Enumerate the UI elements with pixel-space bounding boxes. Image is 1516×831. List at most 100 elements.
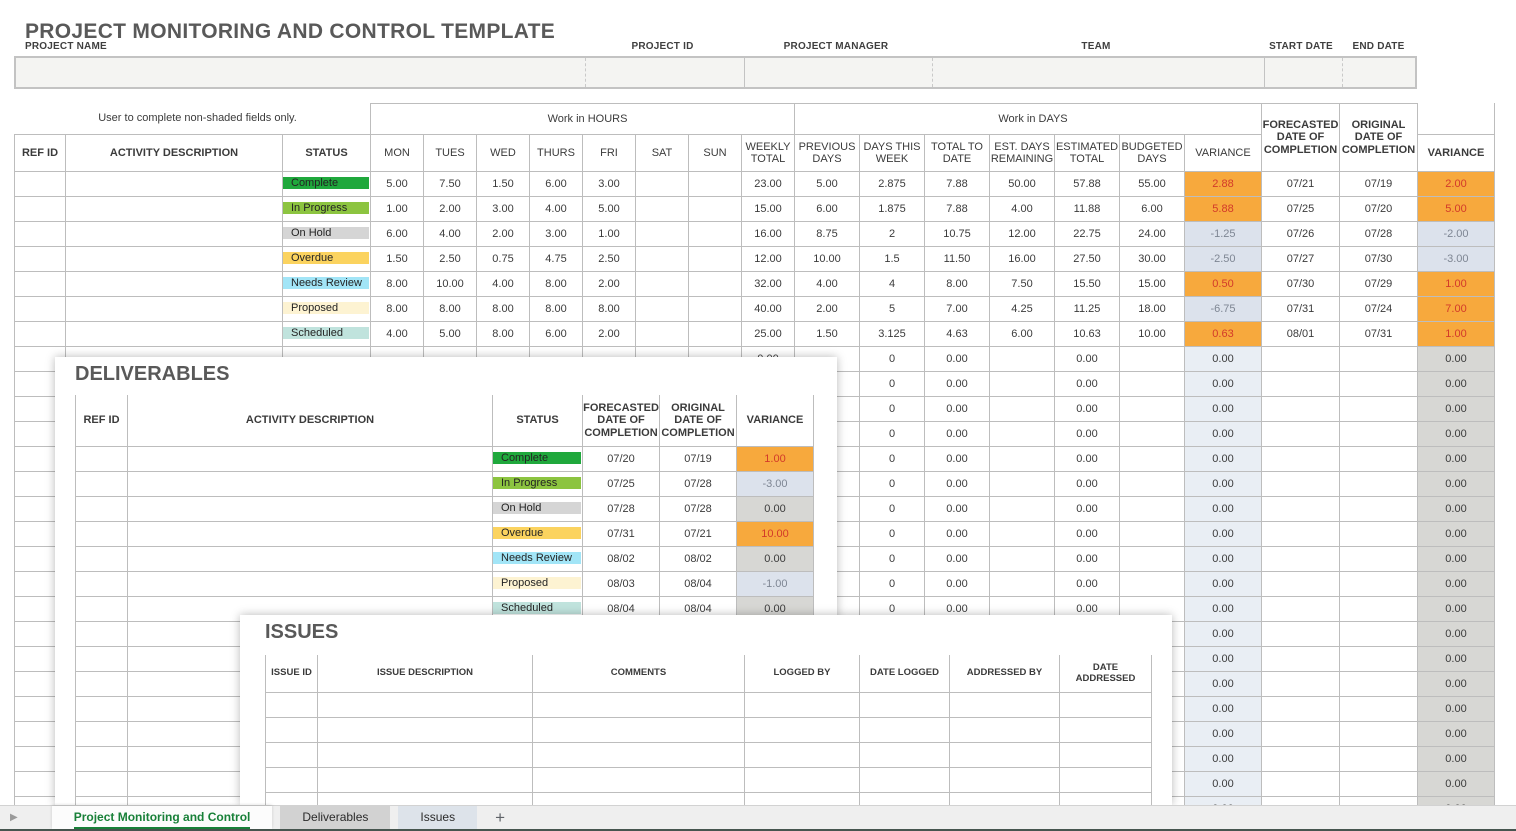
cell[interactable]: 0.00 xyxy=(925,497,990,522)
cell[interactable] xyxy=(14,297,66,322)
cell[interactable]: 1.875 xyxy=(860,197,925,222)
cell[interactable] xyxy=(1262,622,1340,647)
cell[interactable]: 0.00 xyxy=(1185,347,1262,372)
cell[interactable]: 0.00 xyxy=(1418,522,1495,547)
cell[interactable] xyxy=(636,272,689,297)
cell[interactable]: 5 xyxy=(860,297,925,322)
cell[interactable]: 07/19 xyxy=(660,447,737,472)
cell[interactable] xyxy=(1120,522,1185,547)
cell[interactable] xyxy=(990,547,1055,572)
cell[interactable]: 0.00 xyxy=(1418,597,1495,622)
cell[interactable] xyxy=(990,472,1055,497)
cell[interactable]: 07/21 xyxy=(660,522,737,547)
cell[interactable] xyxy=(1340,772,1418,797)
cell[interactable] xyxy=(636,197,689,222)
cell[interactable]: 0.63 xyxy=(1185,322,1262,347)
cell[interactable] xyxy=(14,247,66,272)
cell[interactable]: 4.00 xyxy=(795,272,860,297)
cell[interactable] xyxy=(1120,472,1185,497)
cell[interactable]: 4.63 xyxy=(925,322,990,347)
cell[interactable]: In Progress xyxy=(493,472,583,497)
cell[interactable]: 07/28 xyxy=(1340,222,1418,247)
cell[interactable]: 0.00 xyxy=(1418,747,1495,772)
cell[interactable]: 15.50 xyxy=(1055,272,1120,297)
cell[interactable]: 07/26 xyxy=(1262,222,1340,247)
cell[interactable]: 8.00 xyxy=(477,297,530,322)
cell[interactable] xyxy=(75,547,128,572)
project-name-field[interactable] xyxy=(16,58,585,87)
cell[interactable] xyxy=(75,672,128,697)
cell[interactable]: 1.50 xyxy=(371,247,424,272)
cell[interactable]: 07/24 xyxy=(1340,297,1418,322)
cell[interactable] xyxy=(1340,372,1418,397)
cell[interactable]: 15.00 xyxy=(742,197,795,222)
add-sheet-button[interactable]: + xyxy=(495,807,506,827)
cell[interactable] xyxy=(1262,397,1340,422)
cell[interactable]: 0.00 xyxy=(1055,522,1120,547)
status-badge[interactable]: In Progress xyxy=(493,476,581,490)
cell[interactable]: 23.00 xyxy=(742,172,795,197)
cell[interactable] xyxy=(265,768,318,793)
cell[interactable] xyxy=(75,497,128,522)
cell[interactable] xyxy=(14,322,66,347)
cell[interactable] xyxy=(75,472,128,497)
cell[interactable] xyxy=(1262,747,1340,772)
cell[interactable]: 2.00 xyxy=(424,197,477,222)
cell[interactable]: 7.50 xyxy=(990,272,1055,297)
cell[interactable]: -3.00 xyxy=(1418,247,1495,272)
cell[interactable]: 32.00 xyxy=(742,272,795,297)
cell[interactable] xyxy=(1340,347,1418,372)
cell[interactable]: 0.00 xyxy=(1185,472,1262,497)
cell[interactable]: 0.00 xyxy=(1185,647,1262,672)
status-badge[interactable]: Proposed xyxy=(493,576,581,590)
cell[interactable]: 0.00 xyxy=(1185,422,1262,447)
status-badge[interactable]: On Hold xyxy=(493,501,581,515)
cell[interactable] xyxy=(745,768,860,793)
cell[interactable] xyxy=(265,718,318,743)
cell[interactable]: On Hold xyxy=(493,497,583,522)
cell[interactable] xyxy=(860,743,950,768)
cell[interactable]: 2.00 xyxy=(583,272,636,297)
cell[interactable]: 07/28 xyxy=(660,472,737,497)
cell[interactable] xyxy=(950,768,1060,793)
cell[interactable]: 0.00 xyxy=(925,572,990,597)
cell[interactable] xyxy=(66,272,283,297)
cell[interactable] xyxy=(1120,397,1185,422)
cell[interactable] xyxy=(1262,722,1340,747)
cell[interactable]: Needs Review xyxy=(493,547,583,572)
cell[interactable] xyxy=(318,718,533,743)
cell[interactable]: 0 xyxy=(860,572,925,597)
cell[interactable]: 12.00 xyxy=(742,247,795,272)
status-badge[interactable]: Complete xyxy=(283,176,369,190)
cell[interactable] xyxy=(689,272,742,297)
cell[interactable]: On Hold xyxy=(283,222,371,247)
cell[interactable] xyxy=(1262,697,1340,722)
cell[interactable] xyxy=(318,743,533,768)
cell[interactable] xyxy=(990,447,1055,472)
cell[interactable] xyxy=(745,793,860,805)
cell[interactable]: 1.00 xyxy=(371,197,424,222)
status-badge[interactable]: In Progress xyxy=(283,201,369,215)
cell[interactable] xyxy=(75,697,128,722)
cell[interactable]: 0.00 xyxy=(1418,772,1495,797)
cell[interactable]: 07/25 xyxy=(583,472,660,497)
cell[interactable]: 4.00 xyxy=(477,272,530,297)
cell[interactable] xyxy=(1340,397,1418,422)
cell[interactable]: 0.00 xyxy=(925,397,990,422)
cell[interactable]: 0.00 xyxy=(1055,372,1120,397)
cell[interactable]: 0.00 xyxy=(1185,497,1262,522)
cell[interactable]: 0 xyxy=(860,447,925,472)
cell[interactable]: 2.00 xyxy=(583,322,636,347)
cell[interactable]: 0.00 xyxy=(1055,572,1120,597)
cell[interactable]: 4.25 xyxy=(990,297,1055,322)
cell[interactable]: 0 xyxy=(860,372,925,397)
cell[interactable] xyxy=(1120,547,1185,572)
cell[interactable] xyxy=(860,768,950,793)
cell[interactable] xyxy=(1262,772,1340,797)
cell[interactable] xyxy=(1120,497,1185,522)
cell[interactable]: 0 xyxy=(860,397,925,422)
cell[interactable]: 16.00 xyxy=(742,222,795,247)
cell[interactable]: 11.25 xyxy=(1055,297,1120,322)
cell[interactable] xyxy=(636,297,689,322)
cell[interactable] xyxy=(66,297,283,322)
